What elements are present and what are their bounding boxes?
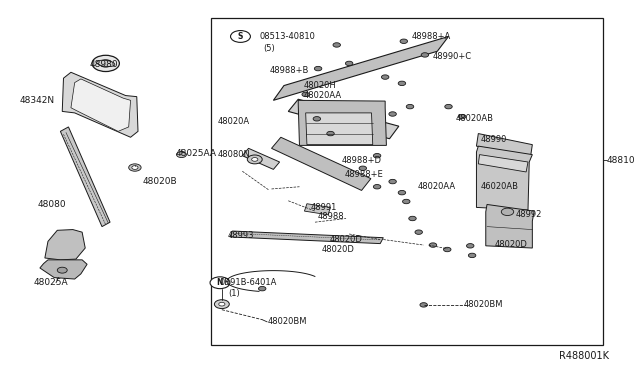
Text: 48990+C: 48990+C <box>433 52 472 61</box>
Text: 48080N: 48080N <box>218 150 250 159</box>
Text: 48020B: 48020B <box>143 177 178 186</box>
Circle shape <box>302 92 309 97</box>
Text: 48020AA: 48020AA <box>417 182 456 191</box>
Circle shape <box>373 154 381 158</box>
Polygon shape <box>486 205 534 248</box>
Circle shape <box>247 155 262 164</box>
Polygon shape <box>273 36 449 100</box>
Polygon shape <box>306 113 372 145</box>
Circle shape <box>333 43 340 47</box>
Text: 48992: 48992 <box>516 210 542 219</box>
Text: 48020H: 48020H <box>303 81 336 90</box>
Circle shape <box>444 247 451 252</box>
Text: 48993: 48993 <box>228 231 255 240</box>
Circle shape <box>406 105 413 109</box>
Circle shape <box>403 199 410 204</box>
Circle shape <box>214 300 229 309</box>
Text: 48990: 48990 <box>481 135 507 144</box>
Circle shape <box>314 66 322 71</box>
Circle shape <box>259 286 266 291</box>
Circle shape <box>458 114 466 119</box>
Circle shape <box>467 244 474 248</box>
Polygon shape <box>45 230 85 260</box>
Text: 48810: 48810 <box>607 155 636 165</box>
Circle shape <box>381 75 389 79</box>
Circle shape <box>219 302 225 306</box>
Ellipse shape <box>97 60 115 67</box>
Polygon shape <box>288 99 399 139</box>
Text: 48025AA: 48025AA <box>175 149 216 158</box>
Text: 48080: 48080 <box>37 200 66 209</box>
Polygon shape <box>243 148 280 169</box>
Circle shape <box>400 39 408 44</box>
Circle shape <box>359 166 367 170</box>
Text: 48020D: 48020D <box>329 235 362 244</box>
Text: 46020AB: 46020AB <box>481 182 519 191</box>
Circle shape <box>129 164 141 171</box>
Circle shape <box>92 55 120 71</box>
Text: 48020AB: 48020AB <box>456 114 494 123</box>
Text: R488001K: R488001K <box>559 351 609 361</box>
Polygon shape <box>476 134 532 157</box>
Polygon shape <box>478 155 528 172</box>
Text: (5): (5) <box>264 44 275 53</box>
Text: 0B91B-6401A: 0B91B-6401A <box>220 278 277 287</box>
Circle shape <box>409 216 416 221</box>
Text: 08513-40810: 08513-40810 <box>259 32 315 41</box>
Circle shape <box>429 243 436 247</box>
Text: 48020AA: 48020AA <box>303 91 341 100</box>
Circle shape <box>501 208 514 215</box>
Circle shape <box>132 166 138 169</box>
Text: 48988+D: 48988+D <box>342 155 381 165</box>
Text: 48020BM: 48020BM <box>464 300 504 310</box>
Polygon shape <box>476 146 532 210</box>
Circle shape <box>99 60 112 67</box>
Text: 48020D: 48020D <box>321 245 354 254</box>
Text: 48342N: 48342N <box>20 96 55 105</box>
Circle shape <box>230 31 250 42</box>
Circle shape <box>327 131 334 136</box>
Circle shape <box>420 303 428 307</box>
Circle shape <box>398 81 406 86</box>
Text: 48020D: 48020D <box>495 240 528 249</box>
Text: 48020A: 48020A <box>218 117 250 126</box>
Polygon shape <box>230 231 383 244</box>
Text: 48980: 48980 <box>90 60 118 70</box>
Bar <box>211 18 602 345</box>
Circle shape <box>421 53 429 57</box>
Polygon shape <box>271 137 371 190</box>
Circle shape <box>177 152 186 158</box>
Text: 48988: 48988 <box>318 212 345 221</box>
Circle shape <box>252 158 258 161</box>
Circle shape <box>445 105 452 109</box>
Circle shape <box>468 253 476 258</box>
Text: 48988+E: 48988+E <box>344 170 383 179</box>
Circle shape <box>57 267 67 273</box>
Text: 48988+A: 48988+A <box>412 32 451 41</box>
Circle shape <box>346 61 353 65</box>
Text: 48991: 48991 <box>310 203 337 212</box>
Text: N: N <box>217 278 223 287</box>
Circle shape <box>373 185 381 189</box>
Text: (1): (1) <box>228 289 240 298</box>
Text: 48025A: 48025A <box>34 278 68 287</box>
Circle shape <box>210 277 230 289</box>
Text: 48020BM: 48020BM <box>267 317 307 326</box>
Polygon shape <box>71 79 131 131</box>
Circle shape <box>389 179 396 184</box>
Circle shape <box>313 116 321 121</box>
Polygon shape <box>60 127 110 227</box>
Polygon shape <box>305 204 330 215</box>
Circle shape <box>389 112 396 116</box>
Polygon shape <box>62 72 138 137</box>
Polygon shape <box>40 260 87 279</box>
Circle shape <box>415 230 422 234</box>
Text: 48988+B: 48988+B <box>269 66 309 75</box>
Polygon shape <box>298 100 387 145</box>
Circle shape <box>398 190 406 195</box>
Text: S: S <box>238 32 243 41</box>
